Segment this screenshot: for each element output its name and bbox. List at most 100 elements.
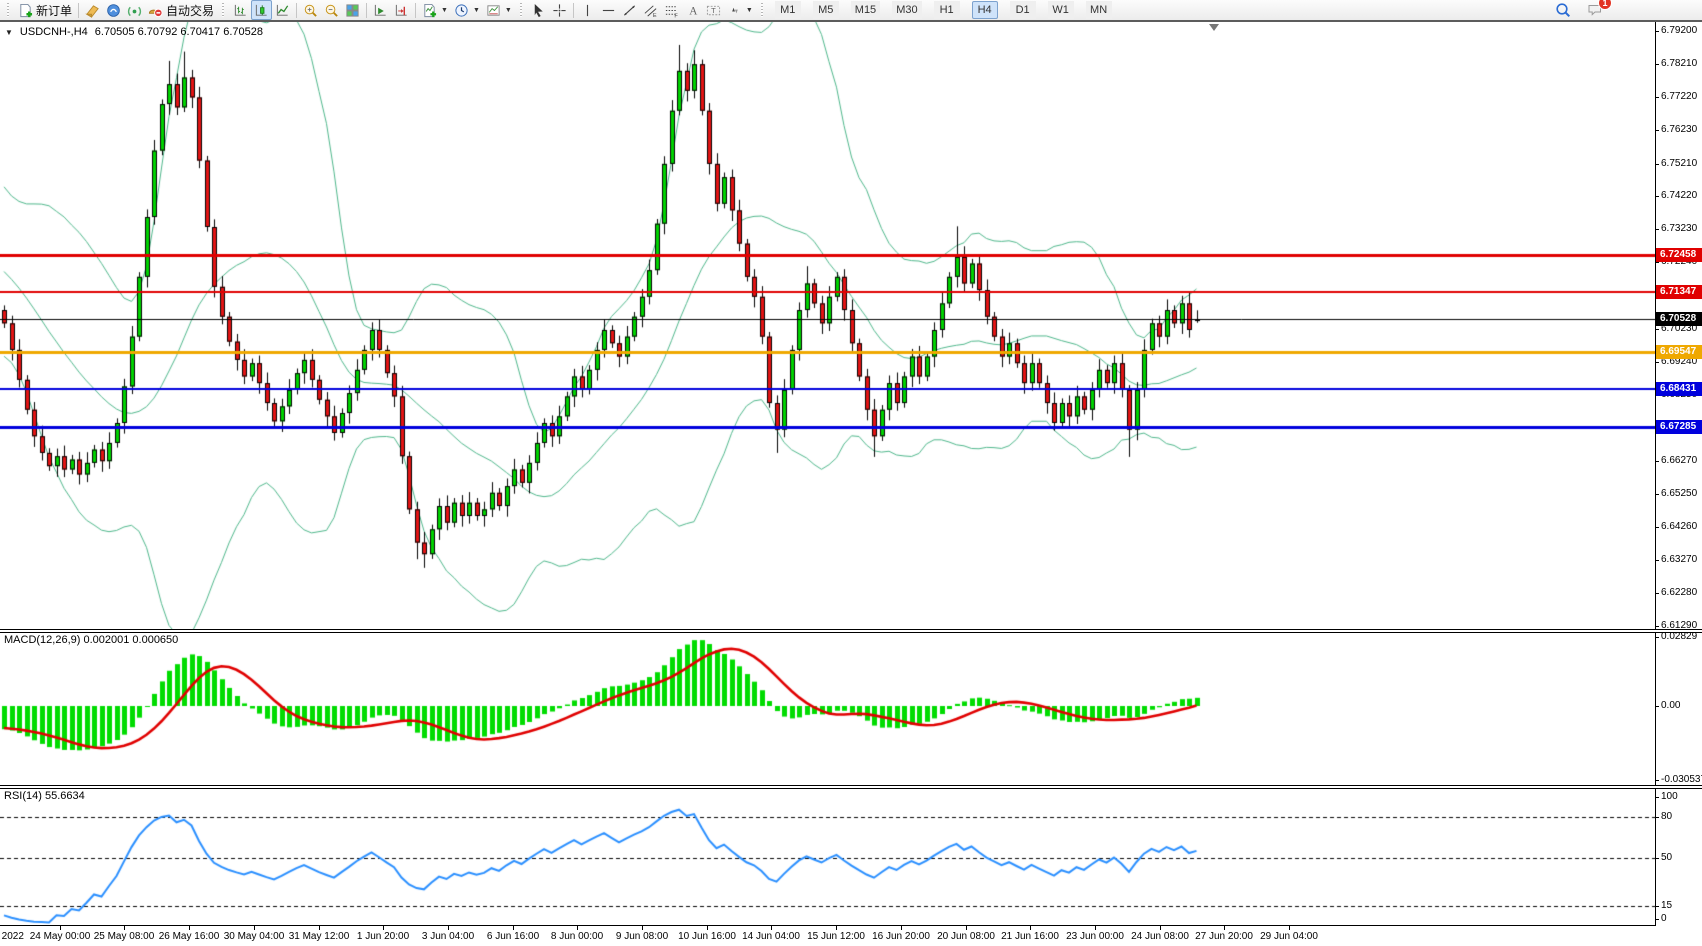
axis-tick — [1655, 329, 1659, 330]
templates-icon — [487, 4, 500, 16]
toolbar-grip[interactable] — [6, 2, 11, 18]
bar-chart-icon — [234, 4, 246, 16]
text-button[interactable]: A — [682, 0, 703, 20]
tile-windows-button[interactable] — [342, 0, 363, 20]
time-axis-label: 24 May 00:00 — [29, 931, 91, 942]
price-tick-label: 6.79200 — [1661, 25, 1698, 36]
bar-chart-button[interactable] — [230, 0, 251, 20]
timeframe-button-M1[interactable]: M1 — [774, 1, 801, 19]
chat-button[interactable]: 1 — [1584, 0, 1612, 20]
chart-shift-button[interactable] — [391, 0, 412, 20]
cursor-icon — [534, 3, 543, 17]
zoom-in-button[interactable] — [300, 0, 321, 20]
autotrading-button[interactable]: 自动交易 — [145, 0, 217, 20]
new-order-button[interactable]: 新订单 — [15, 0, 75, 20]
price-tick-label: 6.61290 — [1661, 620, 1698, 631]
time-axis-tick — [189, 926, 190, 930]
time-axis-tick — [1095, 926, 1096, 930]
price-tick-label: 6.70230 — [1661, 323, 1698, 334]
timeframe-button-MN[interactable]: MN — [1085, 1, 1112, 19]
symbol-period-label: USDCNH-,H4 — [19, 26, 88, 38]
market-button[interactable] — [103, 0, 124, 20]
toolbar-grip[interactable] — [221, 2, 227, 18]
axis-tick — [1655, 780, 1659, 781]
time-axis-label: 3 Jun 04:00 — [421, 931, 475, 942]
price-tick-label: 6.78210 — [1661, 58, 1698, 69]
toolbar-grip[interactable] — [759, 2, 765, 18]
signals-icon — [127, 6, 142, 16]
fibonacci-button[interactable]: F — [661, 0, 682, 20]
timeframe-button-M30[interactable]: M30 — [892, 1, 922, 19]
rsi-panel-splitter[interactable] — [0, 785, 1702, 789]
time-axis-tick — [383, 926, 384, 930]
svg-text:F: F — [674, 13, 678, 17]
time-axis-tick — [577, 926, 578, 930]
horizontal-line-icon — [602, 9, 614, 11]
metaeditor-icon — [85, 4, 99, 18]
chart-bottom-border — [0, 925, 1656, 926]
vertical-line-button[interactable] — [577, 0, 598, 20]
candlestick-chart-button[interactable] — [251, 0, 273, 20]
indicators-button[interactable]: ▼ — [419, 0, 451, 20]
search-button[interactable] — [1552, 0, 1574, 20]
crosshair-button[interactable] — [549, 0, 570, 20]
equidistant-channel-button[interactable]: E — [640, 0, 661, 20]
time-axis-label: 20 May 2022 — [0, 931, 24, 942]
trend-line-button[interactable] — [619, 0, 640, 20]
vertical-line-icon — [586, 4, 588, 16]
time-axis-tick — [1224, 926, 1225, 930]
axis-tick — [1655, 262, 1659, 263]
time-axis-tick — [254, 926, 255, 930]
price-axis-border — [1655, 22, 1656, 925]
time-axis-label: 27 Jun 20:00 — [1195, 931, 1253, 942]
axis-tick — [1655, 527, 1659, 528]
timeframe-button-D1[interactable]: D1 — [1009, 1, 1036, 19]
timeframe-button-M5[interactable]: M5 — [812, 1, 839, 19]
time-axis-label: 30 May 04:00 — [223, 931, 285, 942]
time-axis-label: 21 Jun 16:00 — [1001, 931, 1059, 942]
macd-panel-canvas[interactable] — [0, 633, 1655, 785]
chevron-down-icon: ▼ — [472, 6, 480, 14]
cursor-button[interactable] — [528, 0, 549, 20]
chart-title[interactable]: ▼ USDCNH-,H4 6.70505 6.70792 6.70417 6.7… — [5, 26, 263, 38]
arrows-button[interactable]: ▼ — [724, 0, 756, 20]
rsi-panel-canvas[interactable] — [0, 789, 1655, 925]
auto-scroll-button[interactable] — [370, 0, 391, 20]
timeframe-button-H1[interactable]: H1 — [933, 1, 960, 19]
symbol-dropdown-icon[interactable]: ▼ — [5, 27, 13, 37]
time-axis-tick — [1160, 926, 1161, 930]
main-chart-canvas[interactable] — [0, 22, 1655, 629]
time-axis-label: 29 Jun 04:00 — [1260, 931, 1318, 942]
time-axis-tick — [1030, 926, 1031, 930]
horizontal-line-button[interactable] — [598, 0, 619, 20]
time-axis-tick — [966, 926, 967, 930]
toolbar-grip[interactable] — [518, 2, 524, 18]
price-tick-label: 6.69240 — [1661, 356, 1698, 367]
zoom-out-button[interactable] — [321, 0, 342, 20]
macd-panel-splitter[interactable] — [0, 629, 1702, 633]
time-axis-tick — [901, 926, 902, 930]
chevron-down-icon: ▼ — [441, 6, 448, 14]
time-axis-label: 26 May 16:00 — [158, 931, 220, 942]
axis-tick — [1655, 626, 1659, 627]
timeframe-button-M15[interactable]: M15 — [850, 1, 881, 19]
time-axis-tick — [60, 926, 61, 930]
chevron-down-icon: ▼ — [504, 6, 512, 14]
timeframe-button-W1[interactable]: W1 — [1047, 1, 1074, 19]
time-axis-label: 23 Jun 00:00 — [1066, 931, 1124, 942]
signals-button[interactable] — [124, 0, 145, 20]
chart-shift-marker[interactable] — [1209, 24, 1219, 31]
line-chart-button[interactable] — [272, 0, 293, 20]
time-axis-label: 16 Jun 20:00 — [872, 931, 930, 942]
separator — [366, 2, 368, 18]
price-tick-label: 6.76230 — [1661, 124, 1698, 135]
chevron-down-icon: ▼ — [745, 6, 753, 14]
timeframe-button-H4[interactable]: H4 — [971, 1, 998, 19]
text-label-button[interactable]: T — [703, 0, 724, 20]
price-line-badge: 6.67285 — [1656, 420, 1702, 434]
axis-tick — [1655, 560, 1659, 561]
templates-button[interactable]: ▼ — [483, 0, 515, 20]
axis-tick — [1655, 196, 1659, 197]
periods-button[interactable]: ▼ — [451, 0, 483, 20]
metaeditor-button[interactable] — [82, 0, 103, 20]
